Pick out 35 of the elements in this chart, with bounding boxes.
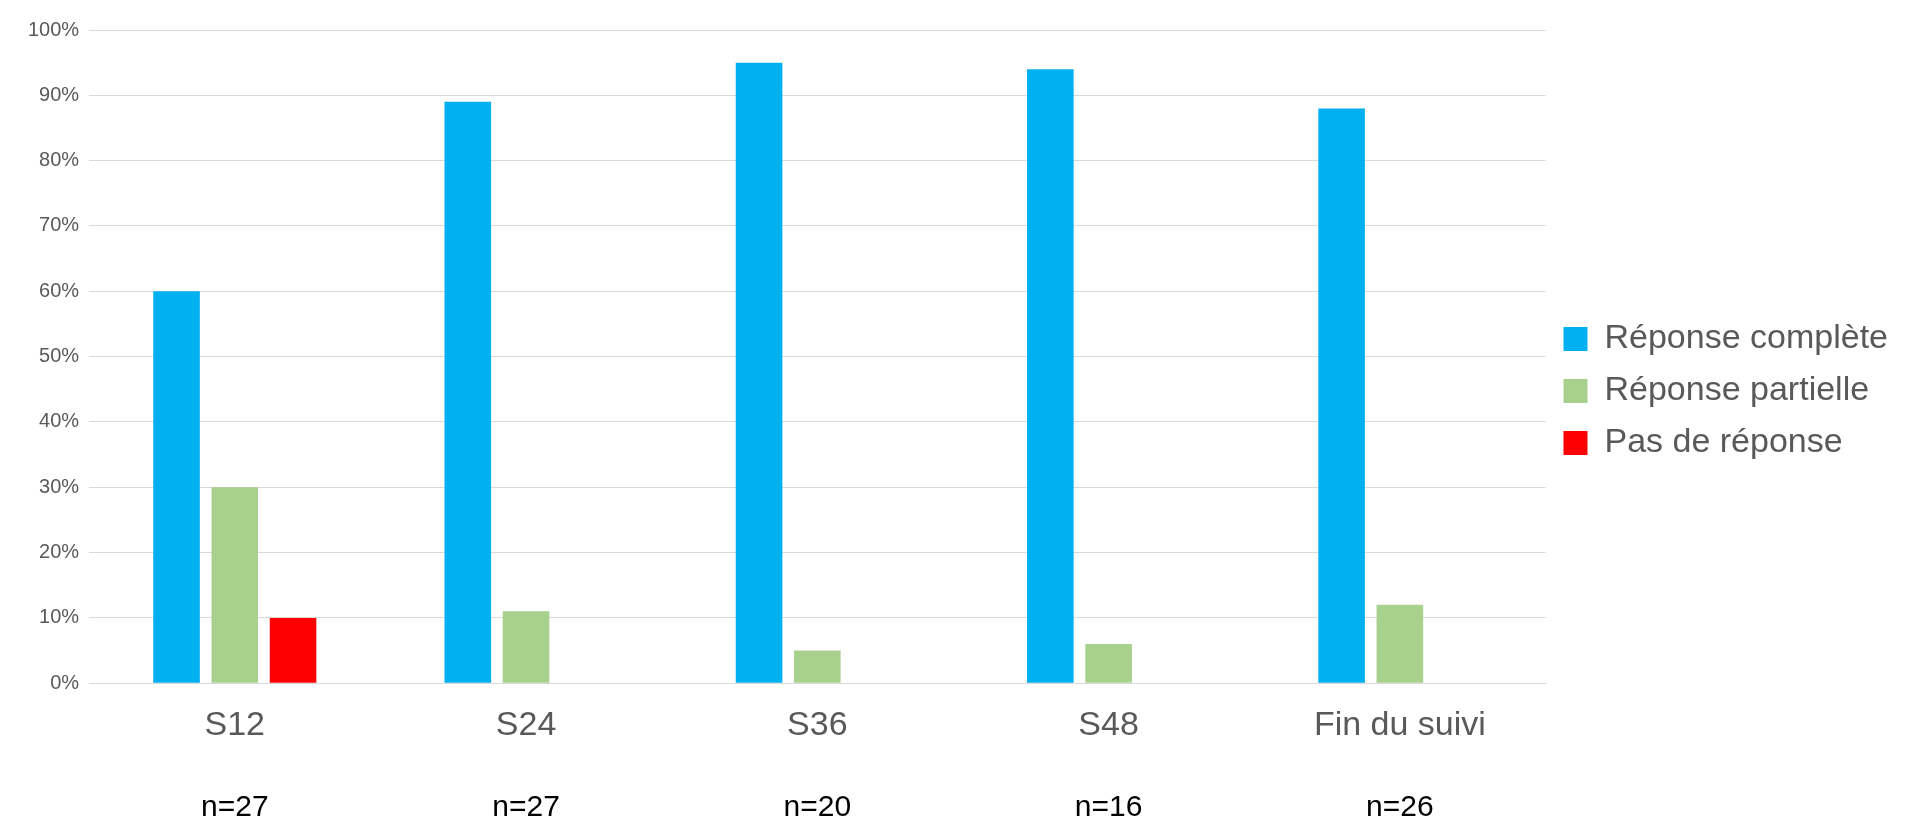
y-tick-label: 50%: [39, 344, 80, 367]
legend-label: Réponse partielle: [1604, 369, 1870, 408]
bar: [1376, 604, 1424, 683]
bar: [1085, 644, 1132, 683]
bar: [502, 611, 550, 683]
text: n=27: [492, 789, 560, 823]
legend-label: Pas de réponse: [1604, 421, 1843, 460]
bar: [211, 487, 259, 683]
x-tick-label: S36: [787, 703, 848, 742]
x-tick-label: S24: [495, 703, 557, 742]
y-tick-label: 40%: [39, 409, 80, 432]
legend-label: Réponse complète: [1604, 317, 1889, 356]
bar: [269, 617, 317, 683]
y-tick-label: 80%: [39, 148, 80, 171]
bar: [735, 62, 783, 683]
text: n=27: [201, 789, 269, 823]
y-tick-label: 30%: [39, 474, 80, 497]
y-tick-label: 70%: [39, 213, 80, 236]
y-tick-label: 90%: [39, 82, 80, 105]
x-tick-label: S48: [1078, 703, 1139, 742]
bar: [444, 101, 492, 683]
bar: [1027, 69, 1074, 683]
x-tick-label: Fin du suivi: [1313, 703, 1486, 742]
bar: [794, 650, 841, 683]
y-tick-label: 10%: [39, 605, 80, 628]
text: n=20: [783, 789, 852, 823]
y-tick-label: 100%: [28, 17, 80, 40]
x-tick-label: S12: [204, 703, 266, 742]
bar: [1318, 108, 1365, 683]
text: n=26: [1366, 789, 1434, 823]
y-tick-label: 60%: [39, 278, 80, 301]
text: n=16: [1074, 789, 1143, 823]
bar: [153, 291, 200, 683]
y-tick-label: 0%: [50, 670, 80, 693]
y-tick-label: 20%: [39, 540, 80, 563]
